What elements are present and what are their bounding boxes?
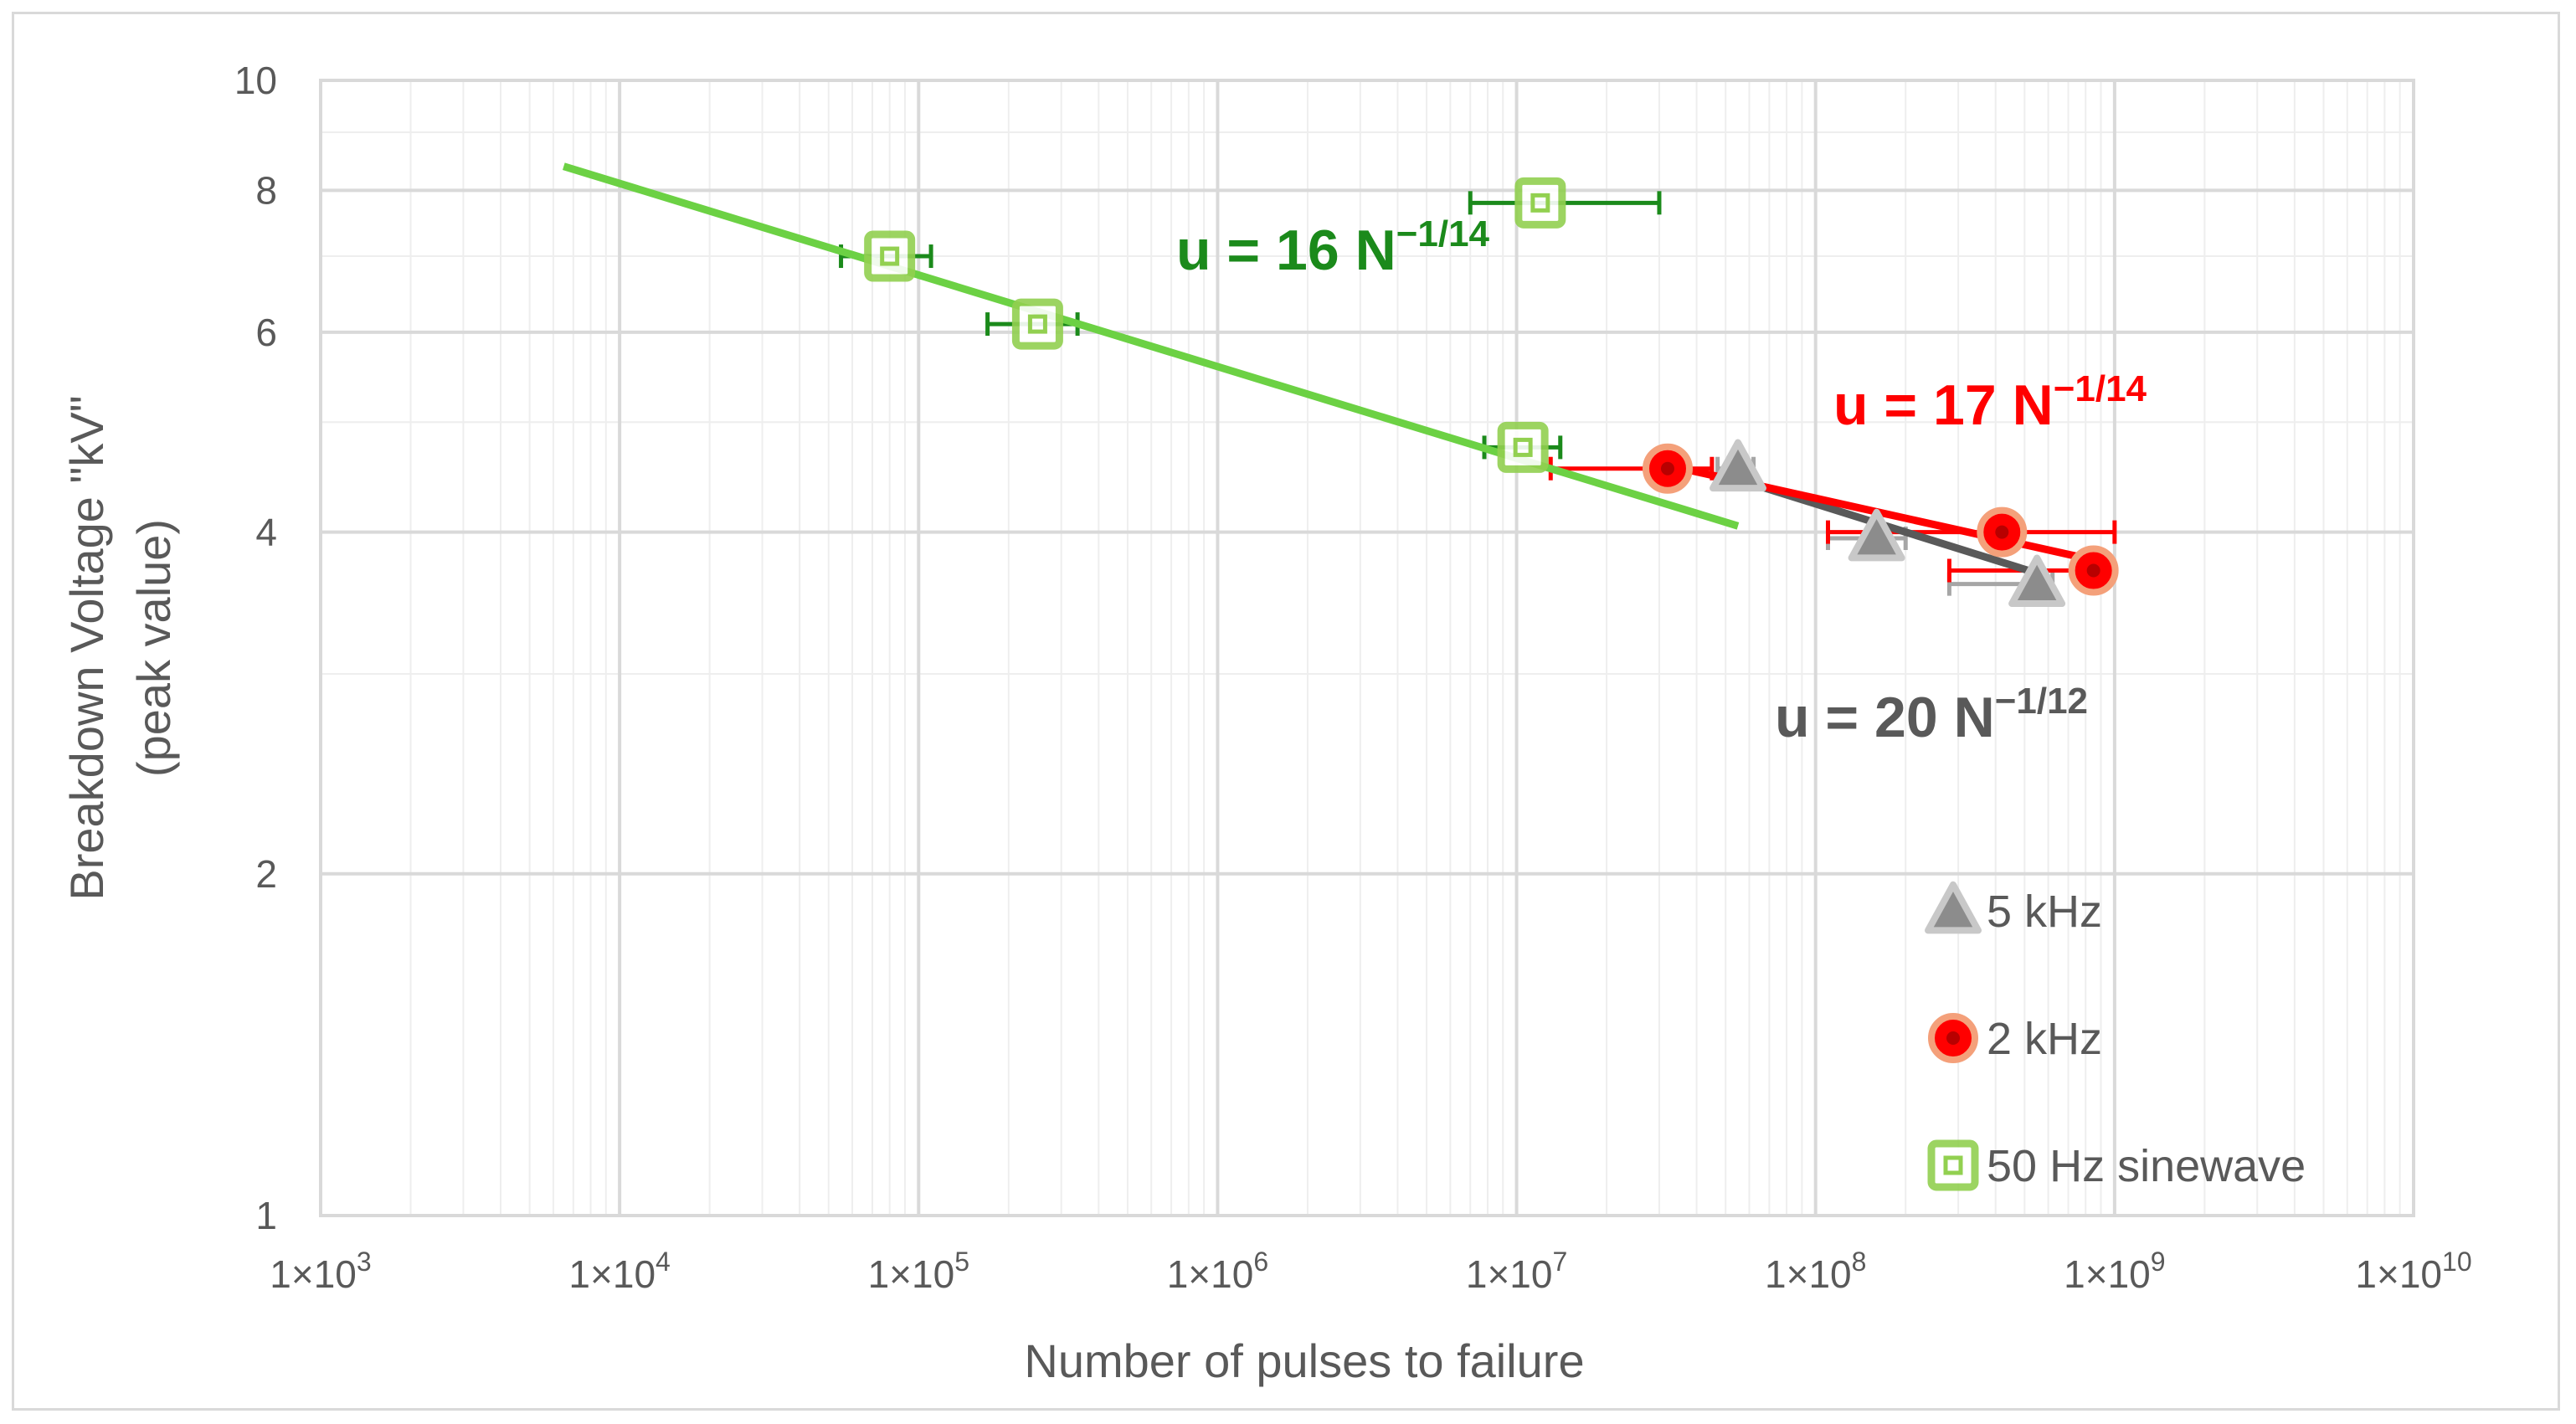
x-axis-title: Number of pulses to failure [1024, 1334, 1584, 1387]
legend-marker [1925, 881, 1982, 934]
data-point [1709, 439, 1766, 492]
legend: 5 kHz 2 kHz 50 Hz sinewave [1925, 881, 2306, 1191]
y-tick-label: 2 [255, 852, 277, 896]
legend-item: 2 kHz [1928, 1013, 2102, 1064]
data-point-inner [1530, 193, 1550, 213]
legend-label: 2 kHz [1987, 1014, 2102, 1064]
x-tick-label: 1×104 [568, 1247, 670, 1296]
data-point [2008, 554, 2066, 608]
data-point-inner [1513, 437, 1533, 457]
legend-item: 5 kHz [1925, 881, 2102, 937]
data-point-inner [1660, 461, 1674, 476]
y-tick-label: 6 [255, 311, 277, 354]
equation-label: u = 17 N−1/14 [1833, 368, 2147, 437]
data-point [1848, 508, 1905, 562]
x-tick-label: 1×106 [1167, 1247, 1268, 1296]
data-point [864, 230, 916, 282]
x-tick-label: 1×108 [1765, 1247, 1866, 1296]
plot-area [319, 79, 2415, 1217]
data-point-inner [1027, 314, 1047, 334]
y-tick-label: 1 [255, 1194, 277, 1237]
x-tick-label: 1×109 [2064, 1247, 2165, 1296]
y-tick-label: 4 [255, 511, 277, 554]
legend-item: 50 Hz sinewave [1927, 1139, 2306, 1191]
data-point-inner [2086, 563, 2100, 578]
legend-label: 50 Hz sinewave [1987, 1141, 2306, 1191]
y-tick-label: 8 [255, 168, 277, 212]
legend-label: 5 kHz [1987, 887, 2102, 937]
data-point-inner [880, 246, 900, 266]
y-tick-label: 10 [234, 59, 277, 102]
chart-frame [12, 12, 2560, 1411]
data-point [1011, 298, 1063, 350]
series-2-khz [1548, 456, 2117, 583]
x-tick-label: 1×1010 [2355, 1247, 2471, 1296]
data-point [1514, 177, 1566, 229]
x-tick-label: 1×107 [1466, 1247, 1567, 1296]
x-tick-label: 1×105 [868, 1247, 969, 1296]
y-axis-subtitle: (peak value) [127, 519, 180, 777]
equation-label: u = 20 N−1/12 [1775, 681, 2088, 749]
legend-marker-inner [1946, 1031, 1960, 1045]
minor-gridlines [321, 80, 2414, 1216]
x-tick-label: 1×103 [270, 1247, 371, 1296]
equation-label: u = 16 N−1/14 [1176, 213, 1490, 282]
legend-marker [1927, 1139, 1979, 1191]
data-point [1497, 421, 1549, 473]
y-axis-title: Breakdown Voltage "kV" [60, 395, 113, 900]
legend-marker-inner [1943, 1155, 1963, 1175]
data-point-inner [1995, 525, 2009, 539]
